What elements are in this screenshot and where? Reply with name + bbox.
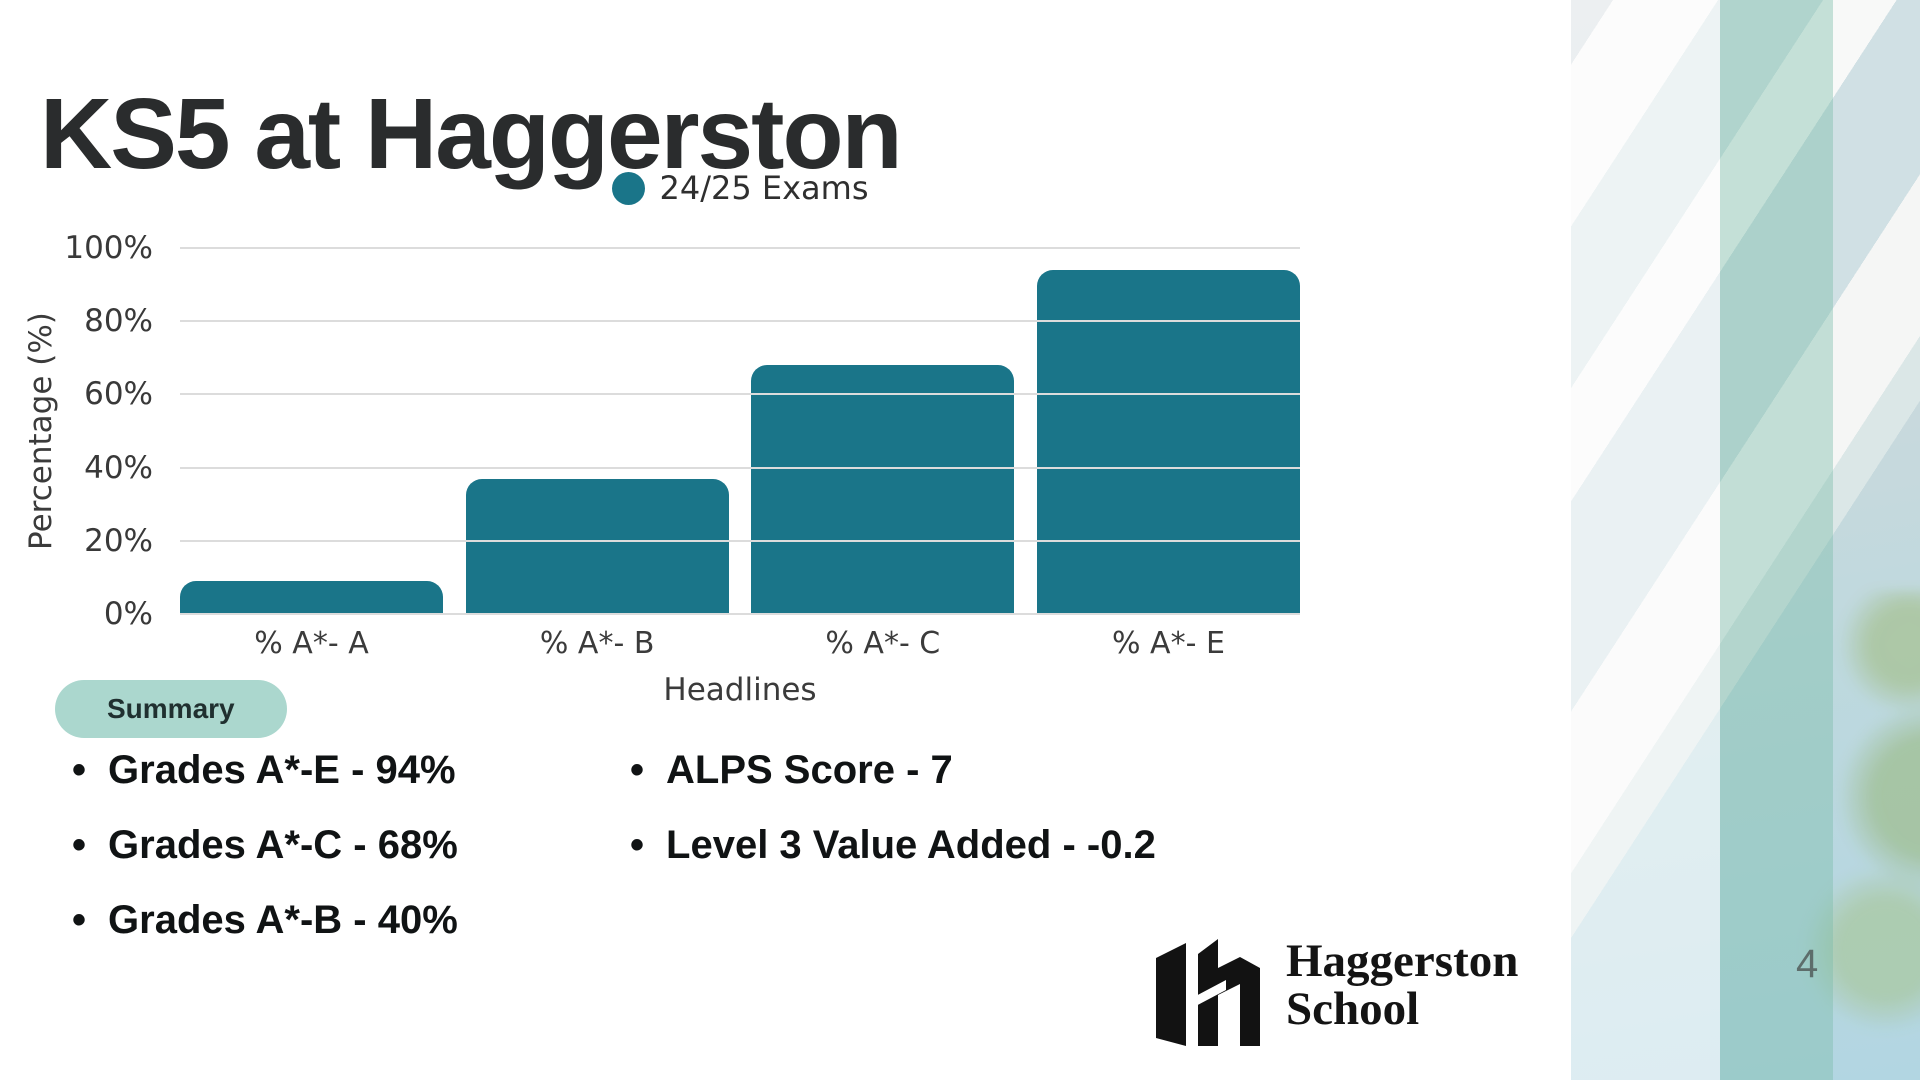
x-axis-label: % A*- C	[825, 626, 941, 661]
bullet-text: Grades A*-B - 40%	[108, 898, 458, 942]
page-number: 4	[1796, 942, 1819, 986]
bullet-dot: •	[72, 898, 87, 942]
photo-strip	[1571, 0, 1920, 1080]
x-axis-label: % A*- B	[539, 626, 655, 661]
bullet-text: Grades A*-E - 94%	[108, 748, 456, 792]
y-axis-ticks: 100% 80% 60% 40% 20% 0%	[40, 230, 153, 632]
y-axis-tick: 80%	[84, 303, 153, 340]
gridline	[180, 613, 1300, 615]
y-axis-tick: 40%	[84, 449, 153, 486]
photo-overlay-teal	[1720, 0, 1833, 1080]
bullet-item: • ALPS Score - 7	[630, 748, 1156, 793]
school-logo-mark-icon	[1156, 938, 1260, 1055]
gridline	[180, 466, 1300, 469]
plot-area	[180, 247, 1300, 615]
bullet-item: • Grades A*-E - 94%	[72, 748, 458, 793]
bar-1	[180, 581, 443, 614]
x-axis-label: % A*- A	[254, 626, 369, 661]
bar-4	[1036, 269, 1300, 614]
bullet-text: ALPS Score - 7	[666, 748, 953, 792]
bullet-dot: •	[72, 823, 87, 867]
bullet-dot: •	[630, 748, 645, 792]
y-axis-tick: 100%	[64, 230, 153, 266]
x-axis-title: Headlines	[663, 672, 817, 708]
page-title: KS5 at Haggerston	[40, 78, 903, 190]
bars	[180, 248, 1300, 614]
gridline	[180, 320, 1300, 323]
y-axis-tick: 0%	[103, 596, 153, 632]
summary-badge: Summary	[55, 680, 287, 738]
summary-bullets-right: • ALPS Score - 7 • Level 3 Value Added - -0…	[630, 748, 1156, 898]
y-axis-tick: 20%	[84, 522, 153, 559]
photo-overlay-right	[1833, 0, 1920, 1080]
legend-marker-icon	[611, 171, 645, 205]
chart-legend: 24/25 Exams	[180, 166, 1300, 210]
school-logo-text: Haggerston School	[1286, 935, 1519, 1035]
school-logo: Haggerston School	[1156, 935, 1519, 1055]
bullet-text: Level 3 Value Added - -0.2	[666, 823, 1156, 867]
bullet-item: • Level 3 Value Added - -0.2	[630, 823, 1156, 868]
bullet-item: • Grades A*-C - 68%	[72, 823, 458, 868]
bar-2	[465, 478, 729, 614]
photo-overlay-white	[1571, 0, 1720, 1080]
bullet-item: • Grades A*-B - 40%	[72, 898, 458, 943]
legend-label: 24/25 Exams	[659, 169, 869, 207]
logo-line2: School	[1286, 982, 1420, 1035]
bullet-dot: •	[630, 823, 645, 867]
y-axis-tick: 60%	[84, 376, 153, 413]
summary-bullets-left: • Grades A*-E - 94% • Grades A*-C - 68% • Gra…	[72, 748, 458, 973]
bullet-text: Grades A*-C - 68%	[108, 823, 458, 867]
bullet-dot: •	[72, 748, 87, 792]
gridline	[180, 539, 1300, 542]
x-axis-labels: % A*- A % A*- B % A*- C % A*- E	[180, 626, 1300, 661]
logo-line1: Haggerston	[1286, 935, 1519, 987]
gridline	[180, 247, 1300, 249]
bar-3	[751, 365, 1015, 614]
gridline	[180, 393, 1300, 396]
x-axis-label: % A*- E	[1112, 626, 1225, 661]
